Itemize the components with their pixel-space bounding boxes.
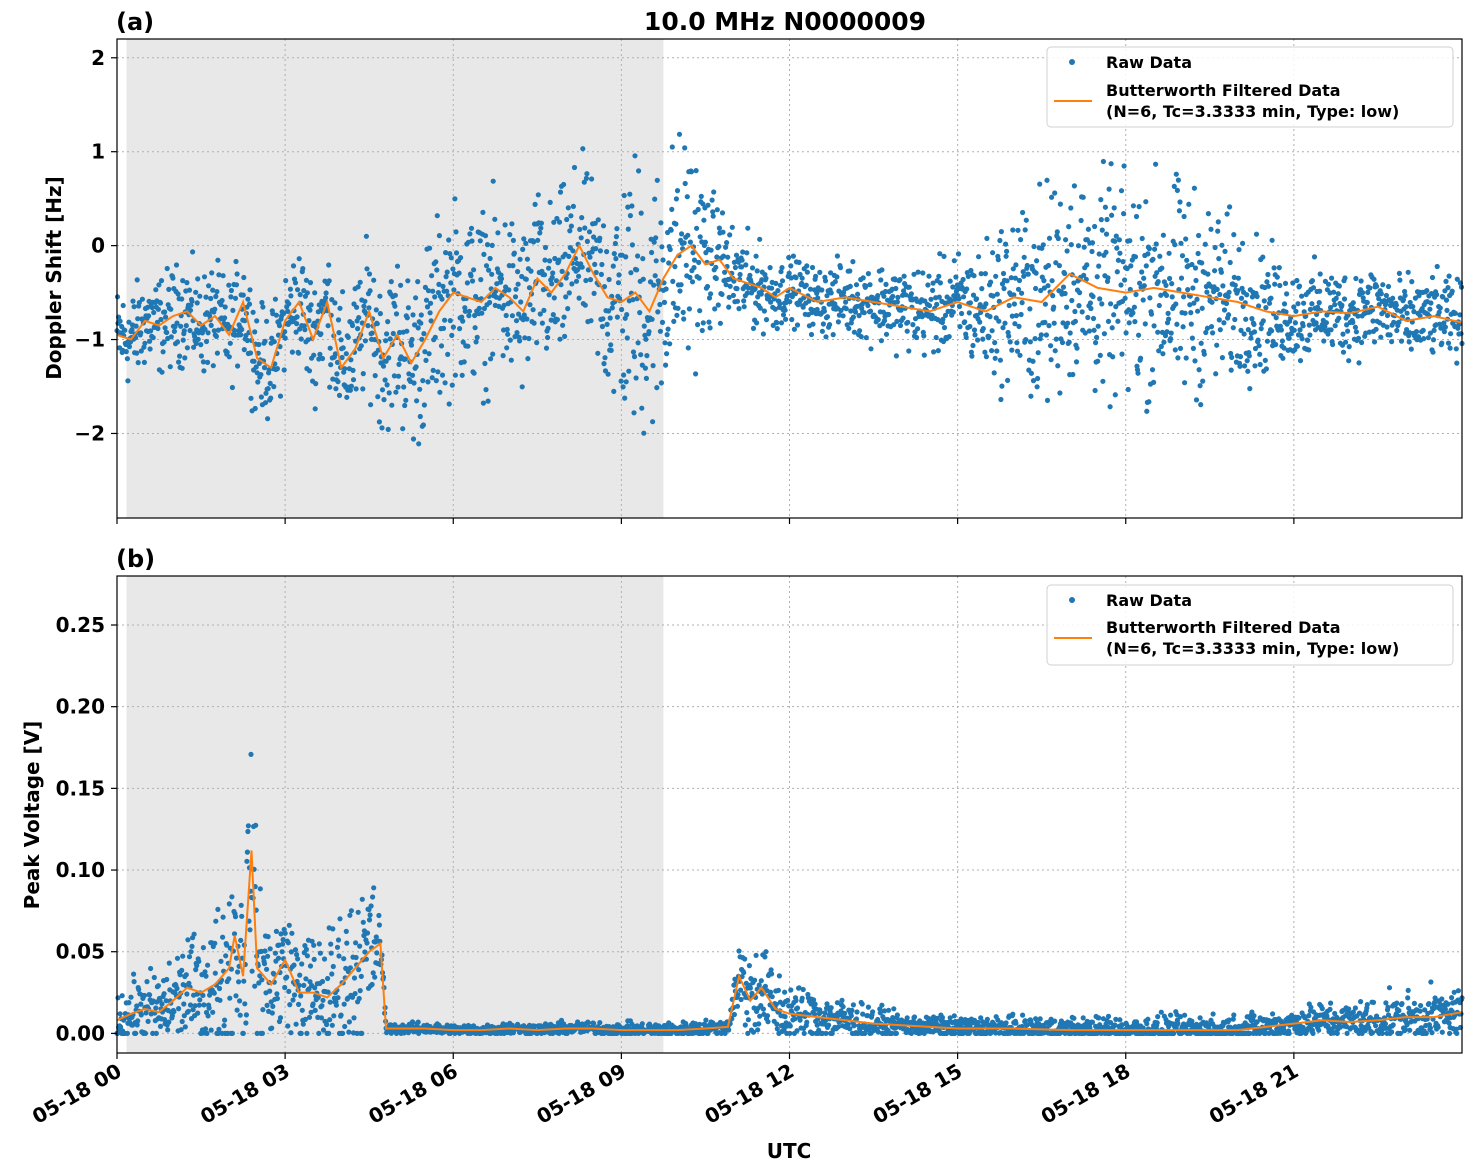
x-tick-label: 05-18 18 [1037,1059,1135,1129]
panel-b-raw-data-points [114,751,1465,1037]
panel-a-filtered-line [116,243,1463,371]
panel-a-ylabel: Doppler Shift [Hz] [42,176,66,380]
panel-a-legend-filtered-label-1: Butterworth Filtered Data [1106,81,1341,100]
y-tick-label: 0.00 [56,1021,105,1045]
panel-b-shade [126,576,664,1053]
panel-a-legend: Raw Data Butterworth Filtered Data (N=6,… [1046,46,1454,128]
panel-a-legend-raw-marker [1069,59,1075,65]
panel-b-legend-raw-marker [1069,597,1075,603]
panel-a-legend-filtered-label-2: (N=6, Tc=3.3333 min, Type: low) [1106,102,1399,121]
x-axis-label: UTC [767,1139,812,1163]
x-tick-label: 05-18 00 [28,1059,126,1129]
x-tick-label: 05-18 21 [1205,1059,1303,1129]
panel-b-label: (b) [116,545,155,573]
y-tick-label: 0.20 [56,695,105,719]
panel-b-legend-box [1046,584,1454,666]
panel-a-y-ticks: 2 1 0 −1 −2 [74,46,117,445]
panel-a-shade [126,39,664,518]
y-tick-label: 0.05 [56,940,105,964]
raw-data-points [114,751,1465,1037]
panel-a-x-ticks [116,518,1295,524]
panel-a-legend-raw-label: Raw Data [1106,53,1192,72]
panel-a: 2 1 0 −1 −2 10.0 MHz N0000009 (a) Doppler Sh… [42,7,1465,524]
panel-b: 0.250.200.150.100.050.00 05-18 00 05-18 0… [20,545,1465,1163]
panel-b-legend-raw-label: Raw Data [1106,591,1192,610]
panel-a-legend-box [1046,46,1454,128]
y-tick-label: 0.10 [56,858,105,882]
x-tick-label: 05-18 15 [869,1059,967,1129]
panel-b-legend-filtered-label-2: (N=6, Tc=3.3333 min, Type: low) [1106,639,1399,658]
panel-b-ylabel: Peak Voltage [V] [20,721,44,910]
y-tick-label: 0 [91,234,105,258]
y-tick-label: 1 [91,140,105,164]
y-tick-label: 0.15 [56,776,105,800]
y-tick-label: −1 [74,328,105,352]
panel-b-legend-filtered-label-1: Butterworth Filtered Data [1106,618,1341,637]
x-tick-label: 05-18 06 [364,1059,462,1129]
panel-b-filtered-line [116,850,1463,1032]
panel-b-legend: Raw Data Butterworth Filtered Data (N=6,… [1046,584,1454,666]
x-tick-label: 05-18 09 [532,1059,630,1129]
y-tick-label: 0.25 [56,613,105,637]
x-tick-label: 05-18 03 [196,1059,294,1129]
chart-title: 10.0 MHz N0000009 [644,7,926,36]
x-tick-label: 05-18 12 [700,1059,798,1129]
panel-a-label: (a) [116,8,154,36]
panel-b-y-ticks: 0.25 0.20 0.15 0.10 0.05 0.00 [56,613,117,1045]
y-tick-label: 2 [91,46,105,70]
panel-b-x-ticks: 05-18 00 05-18 03 05-18 06 05-18 09 05-18 12… [28,1053,1302,1129]
y-tick-label: −2 [74,421,105,445]
